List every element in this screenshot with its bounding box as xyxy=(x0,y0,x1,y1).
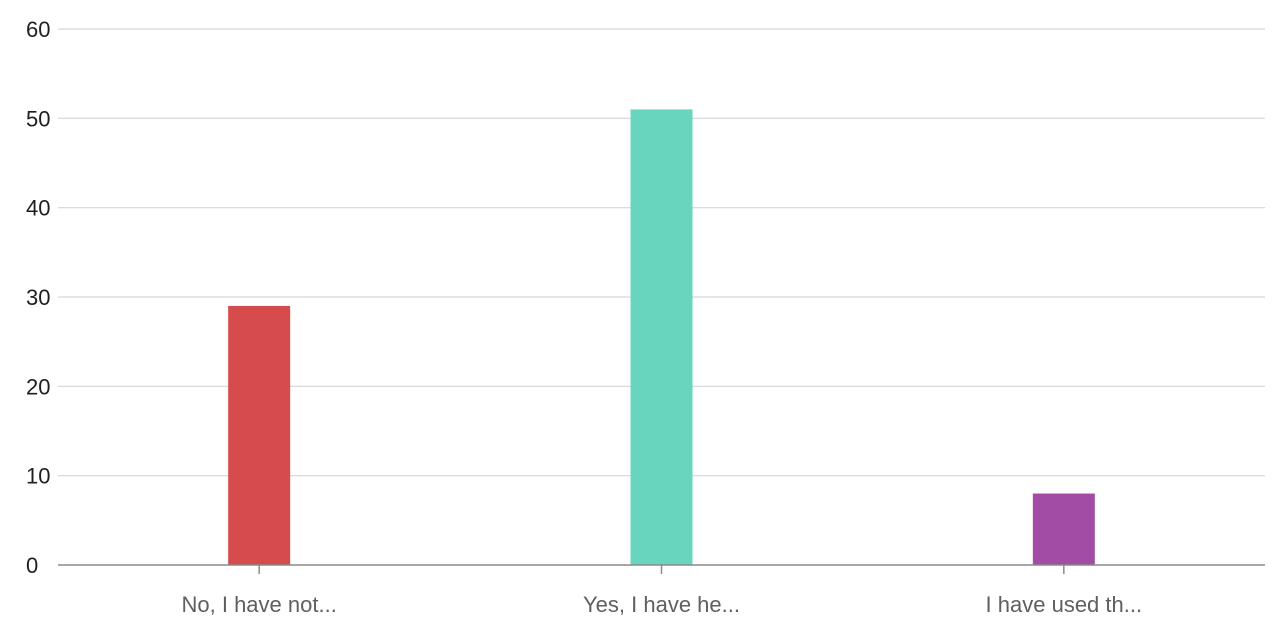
y-tick-label-30: 30 xyxy=(26,285,50,310)
y-tick-label-20: 20 xyxy=(26,374,50,399)
y-tick-label-50: 50 xyxy=(26,106,50,131)
bars xyxy=(228,109,1095,566)
y-axis-tick-labels: 0 10 20 30 40 50 60 xyxy=(26,17,50,578)
x-axis xyxy=(58,564,1265,574)
y-tick-label-60: 60 xyxy=(26,17,50,42)
x-axis-tick-labels: No, I have not... Yes, I have he... I have… xyxy=(182,592,1143,617)
bar-1 xyxy=(228,305,291,565)
x-tick-label-2: Yes, I have he... xyxy=(583,592,740,617)
x-tick-label-3: I have used th... xyxy=(986,592,1143,617)
bar-2 xyxy=(630,109,693,566)
y-tick-label-0: 0 xyxy=(26,553,38,578)
y-tick-label-40: 40 xyxy=(26,196,50,221)
y-tick-label-10: 10 xyxy=(26,464,50,489)
x-tick-label-1: No, I have not... xyxy=(182,592,337,617)
bar-3 xyxy=(1032,493,1095,565)
